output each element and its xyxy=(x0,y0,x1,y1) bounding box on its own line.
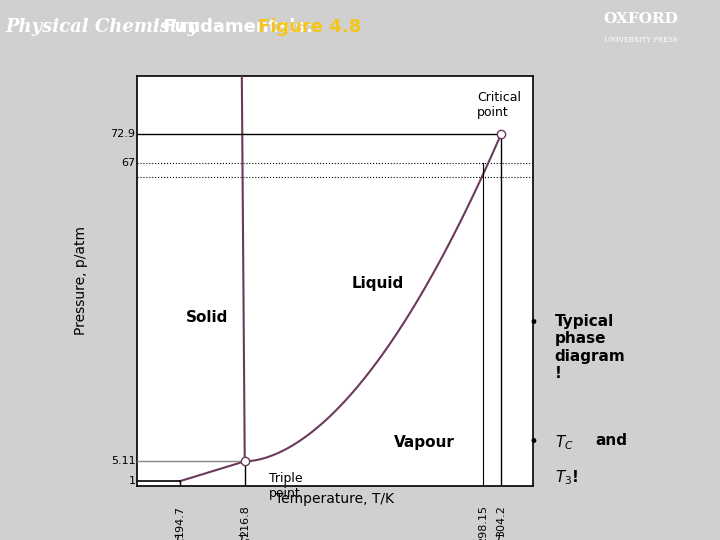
Text: •: • xyxy=(528,433,539,451)
Text: Liquid: Liquid xyxy=(351,276,403,291)
Text: and: and xyxy=(595,433,627,448)
Text: Critical
point: Critical point xyxy=(477,91,521,119)
Text: 67: 67 xyxy=(121,158,135,167)
Text: Solid: Solid xyxy=(186,309,228,325)
Text: $T_C$: $T_C$ xyxy=(554,433,573,452)
Text: Figure 4.8: Figure 4.8 xyxy=(258,18,361,36)
Text: 304.2: 304.2 xyxy=(496,505,506,537)
Text: 298.15: 298.15 xyxy=(478,505,488,540)
Text: $T_3$: $T_3$ xyxy=(238,534,252,540)
Text: Vapour: Vapour xyxy=(394,435,455,450)
Text: 1: 1 xyxy=(128,476,135,486)
Text: OXFORD: OXFORD xyxy=(603,12,678,26)
Text: $T_b$: $T_b$ xyxy=(173,534,187,540)
Text: 216.8: 216.8 xyxy=(240,505,250,537)
Text: Physical Chemistry: Physical Chemistry xyxy=(6,18,199,36)
Text: 194.7: 194.7 xyxy=(175,505,185,537)
Text: Typical
phase
diagram
!: Typical phase diagram ! xyxy=(554,314,626,381)
Text: 5.11: 5.11 xyxy=(111,456,135,467)
Text: UNIVERSITY PRESS: UNIVERSITY PRESS xyxy=(604,37,678,44)
Text: 72.9: 72.9 xyxy=(110,129,135,139)
Text: •: • xyxy=(528,314,539,332)
Text: $T_3$!: $T_3$! xyxy=(554,469,578,488)
X-axis label: Temperature, T/K: Temperature, T/K xyxy=(275,491,395,505)
Text: Triple
point: Triple point xyxy=(269,471,302,500)
Text: Pressure, p/atm: Pressure, p/atm xyxy=(74,226,89,335)
Text: $T_c$: $T_c$ xyxy=(494,534,508,540)
Text: Fundamentals:: Fundamentals: xyxy=(157,18,320,36)
